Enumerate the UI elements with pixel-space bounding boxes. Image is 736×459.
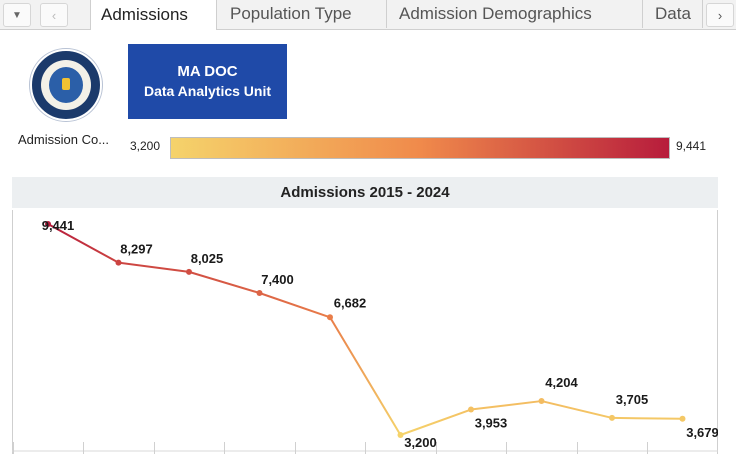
department-of-correction-seal [30, 49, 102, 121]
series-line-segment [470, 400, 543, 411]
data-label-2024: 3,679 [686, 425, 718, 440]
data-point-2016[interactable] [115, 259, 122, 266]
chevron-right-icon[interactable]: › [706, 3, 734, 27]
data-label-2015: 9,441 [42, 218, 75, 233]
admissions-line-chart[interactable]: 9,441 8,297 8,025 7,400 6,682 3,200 3,953 4,204… [12, 210, 719, 454]
chevron-left-icon[interactable]: ‹ [40, 3, 68, 27]
tab-label: Admissions [101, 5, 188, 24]
data-label-2019: 6,682 [334, 295, 367, 310]
series-line-segment [258, 292, 331, 319]
color-legend-title: Admission Co... [18, 132, 110, 147]
data-point-2024[interactable] [679, 415, 686, 422]
series-line-segment [47, 223, 120, 264]
data-point-2020[interactable] [397, 432, 404, 438]
data-point-2021[interactable] [468, 406, 474, 413]
brand-subtitle: Data Analytics Unit [143, 83, 272, 99]
seal-figure [62, 78, 70, 90]
chart-title: Admissions 2015 - 2024 [12, 177, 718, 208]
series-line-segment [188, 270, 261, 295]
chart-canvas: 9,441 8,297 8,025 7,400 6,682 3,200 3,953 4,204… [12, 210, 719, 454]
color-legend-min: 3,200 [130, 139, 161, 153]
series-line-segment [611, 416, 684, 420]
brand-title: MA DOC [177, 63, 238, 80]
tab-label: Data [655, 4, 691, 23]
tab-label: Admission Demographics [399, 4, 592, 23]
series-line-segment [399, 408, 472, 436]
tab-admission-demographics[interactable]: Admission Demographics [389, 0, 643, 28]
sheet-tab-bar: ▼ ‹ Admissions Population Type Admission… [0, 0, 736, 30]
data-label-2017: 8,025 [191, 251, 224, 266]
tab-admissions[interactable]: Admissions [90, 0, 217, 30]
data-point-2015[interactable] [45, 221, 51, 227]
series-line-segment [117, 261, 190, 273]
data-point-2019[interactable] [327, 314, 333, 321]
data-point-2017[interactable] [186, 268, 192, 275]
color-legend-gradient [170, 137, 670, 159]
data-point-2022[interactable] [538, 398, 545, 405]
data-label-2023: 3,705 [616, 392, 649, 407]
series-line-segment [329, 316, 402, 436]
tab-population-type[interactable]: Population Type [220, 0, 387, 28]
tab-data[interactable]: Data [645, 0, 703, 28]
data-label-2022: 4,204 [545, 375, 578, 390]
color-legend-max: 9,441 [676, 139, 707, 153]
data-label-2016: 8,297 [120, 242, 153, 257]
data-label-2020: 3,200 [404, 435, 437, 450]
data-point-2023[interactable] [609, 414, 615, 421]
tab-label: Population Type [230, 4, 352, 23]
data-label-2018: 7,400 [261, 272, 294, 287]
dropdown-caret-icon[interactable]: ▼ [3, 3, 31, 27]
series-line-segment [540, 400, 613, 419]
data-label-2021: 3,953 [475, 416, 508, 431]
brand-logo: MA DOC Data Analytics Unit [128, 44, 287, 119]
data-point-2018[interactable] [256, 290, 263, 297]
